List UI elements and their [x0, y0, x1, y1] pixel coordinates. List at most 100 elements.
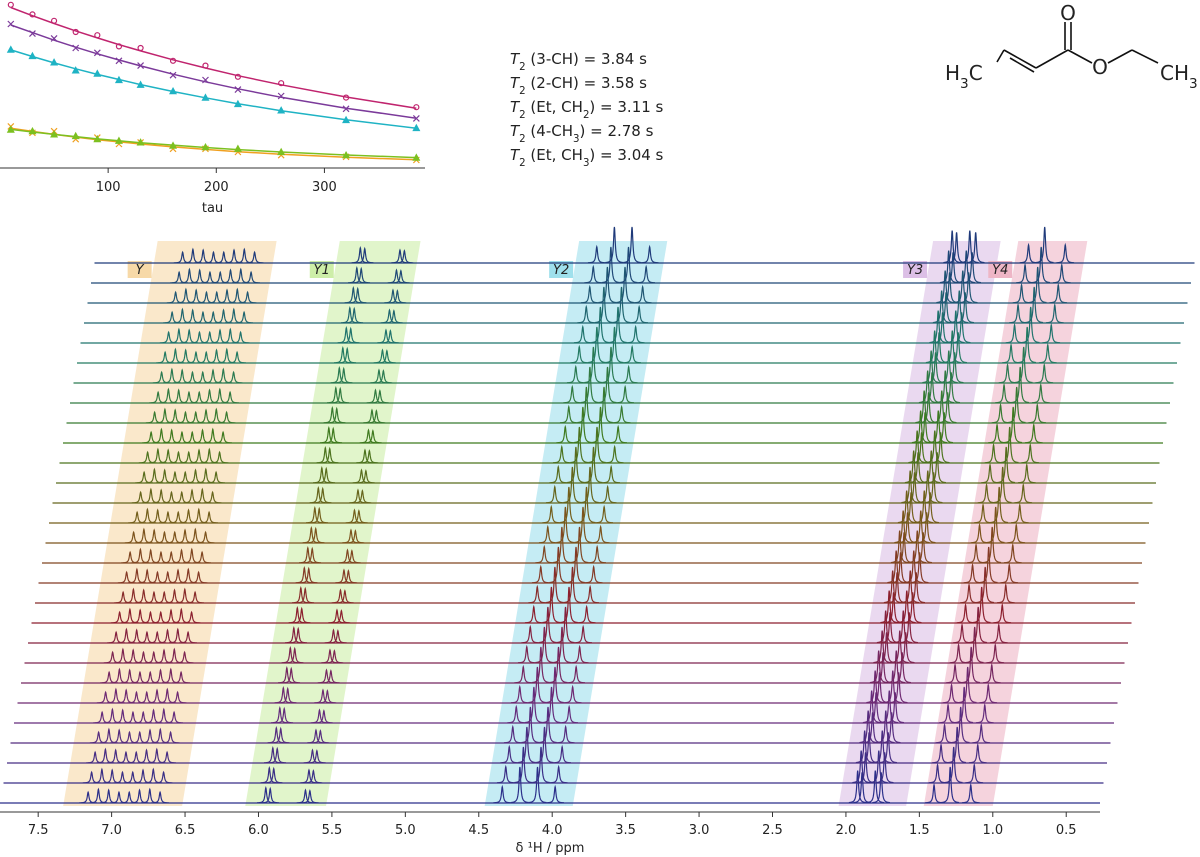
text-segment: ) = 3.11 s — [589, 98, 663, 116]
peak — [605, 326, 624, 364]
peak — [356, 448, 374, 464]
text-segment: (3-CH) = 3.84 s — [526, 50, 647, 68]
peak — [1024, 422, 1043, 444]
peak — [563, 466, 582, 504]
peak — [303, 748, 322, 764]
peak — [965, 762, 984, 784]
text-segment: C — [969, 61, 983, 85]
data-point — [7, 1, 14, 8]
peak — [901, 470, 920, 504]
data-point — [6, 45, 15, 53]
peak — [556, 606, 575, 644]
peak — [552, 444, 571, 464]
peak — [535, 626, 554, 664]
data-point — [93, 49, 101, 57]
data-point — [114, 75, 123, 84]
peak — [989, 622, 1008, 644]
peak — [549, 546, 568, 584]
peak — [975, 702, 994, 724]
peak — [623, 344, 641, 364]
peak — [896, 632, 915, 664]
peak — [263, 745, 282, 764]
peak — [214, 430, 232, 444]
peak — [322, 669, 340, 684]
x-tick-label: 2.5 — [762, 823, 783, 838]
peak — [982, 662, 1001, 684]
peak — [883, 670, 902, 704]
peak — [563, 384, 582, 404]
peak — [882, 712, 901, 744]
data-point — [93, 69, 102, 77]
data-point — [202, 76, 209, 84]
annotation: T2 (Et, CH2) = 3.11 s — [510, 98, 664, 121]
peak — [314, 688, 332, 704]
annotation: T2 (2-CH) = 3.58 s — [510, 74, 647, 97]
peak — [991, 402, 1010, 424]
peak — [200, 510, 218, 524]
peak — [1028, 402, 1047, 424]
peak — [300, 768, 318, 784]
peak — [350, 509, 368, 524]
peak — [193, 550, 211, 564]
peak — [886, 692, 905, 724]
data-point — [412, 153, 421, 161]
peak — [962, 646, 981, 684]
x-tick-label: 6.5 — [175, 823, 196, 838]
peak — [959, 272, 978, 304]
text-segment: T — [510, 74, 521, 92]
peak — [581, 466, 599, 504]
peak — [510, 684, 529, 704]
peak — [291, 585, 310, 604]
x-tick-label: 3.5 — [615, 823, 636, 838]
peak — [359, 428, 378, 444]
data-point — [342, 115, 351, 124]
peak — [872, 772, 891, 804]
peak — [312, 465, 331, 484]
subscript: 2 — [519, 158, 525, 169]
peak — [862, 690, 881, 724]
peak — [308, 749, 326, 764]
peak — [182, 610, 201, 624]
peak — [347, 265, 366, 284]
peak — [267, 725, 286, 744]
peak — [960, 230, 979, 264]
peak — [330, 365, 349, 384]
x-tick-label: 7.5 — [28, 823, 49, 838]
peak — [296, 586, 315, 604]
data-point — [233, 144, 242, 152]
peak — [630, 304, 648, 324]
atom-label: CH3 — [1160, 61, 1198, 92]
peak — [309, 485, 328, 504]
data-point — [201, 93, 210, 101]
peak — [328, 608, 346, 624]
peak — [395, 249, 414, 264]
peak — [965, 626, 984, 664]
peak — [345, 508, 364, 524]
peak — [936, 370, 955, 404]
atom-label: O — [1092, 55, 1108, 79]
peak — [324, 628, 343, 644]
peak — [953, 270, 972, 304]
peak — [602, 346, 620, 384]
peak — [517, 726, 536, 764]
peak — [524, 604, 543, 624]
peak — [887, 550, 906, 584]
peak — [334, 366, 353, 384]
region-label-box — [127, 261, 152, 278]
peak — [587, 244, 606, 264]
peak — [918, 470, 937, 504]
peak — [352, 266, 371, 284]
peak — [588, 544, 606, 564]
peak — [939, 702, 957, 724]
data-point — [28, 51, 37, 60]
data-point — [50, 130, 59, 138]
peak — [979, 546, 998, 584]
peak — [331, 588, 350, 604]
annotation: T2 (4-CH3) = 2.78 s — [510, 122, 654, 145]
peak — [976, 566, 995, 604]
peak — [1056, 242, 1075, 264]
peak — [560, 586, 578, 624]
peak — [303, 546, 322, 564]
peak — [963, 252, 982, 284]
peak — [528, 666, 547, 704]
